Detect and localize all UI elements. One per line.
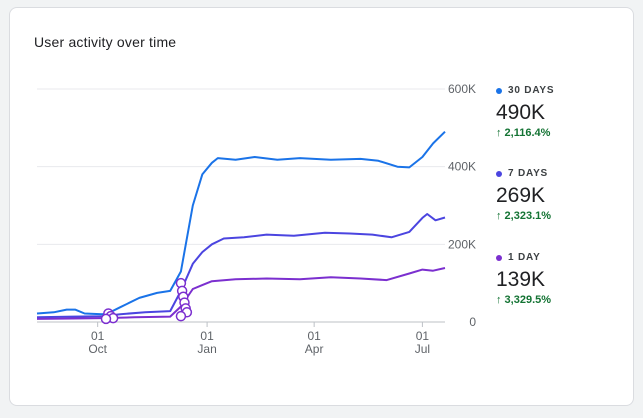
- legend-7-days-label: 7 DAYS: [508, 168, 549, 179]
- x-tick-day-3: 01: [416, 329, 430, 343]
- legend-1-day-label: 1 DAY: [508, 252, 541, 263]
- legend-30-days[interactable]: 30 DAYS 490K ↑ 2,116.4%: [496, 85, 554, 139]
- legend-7-days-dot: [496, 170, 502, 177]
- y-tick-label-2: 400K: [448, 160, 476, 174]
- legend-7-days-header: 7 DAYS: [496, 168, 551, 179]
- annotation-marker-10: [175, 310, 187, 322]
- x-tick-day-1: 01: [200, 329, 214, 343]
- legend-7-days-value: 269K: [496, 184, 546, 207]
- legend-1-day-value: 139K: [496, 268, 546, 291]
- legend-1-day-dot: [496, 254, 502, 261]
- legend-30-days-change: ↑ 2,116.4%: [496, 127, 551, 139]
- chart-grid: [37, 88, 445, 323]
- legend-7-days[interactable]: 7 DAYS 269K ↑ 2,323.1%: [496, 168, 551, 222]
- y-tick-label-1: 200K: [448, 237, 476, 251]
- x-tick-day-0: 01: [91, 329, 105, 343]
- series-line-0: [36, 130, 446, 316]
- legend-30-days-value: 490K: [496, 101, 546, 124]
- series-line-2: [36, 267, 446, 320]
- annotation-markers: [100, 277, 193, 325]
- x-tick-month-0: Oct: [88, 342, 107, 356]
- legend-1-day-header: 1 DAY: [496, 252, 551, 263]
- legend-30-days-header: 30 DAYS: [496, 85, 554, 96]
- y-tick-label-0: 0: [469, 315, 476, 329]
- x-tick-day-2: 01: [307, 329, 321, 343]
- card-title: User activity over time: [34, 34, 177, 50]
- y-axis-ticks: 0 200K 400K 600K: [448, 82, 476, 329]
- legend-1-day[interactable]: 1 DAY 139K ↑ 3,329.5%: [496, 252, 551, 306]
- legend-30-days-dot: [496, 87, 502, 94]
- legend-30-days-label: 30 DAYS: [508, 85, 555, 96]
- series-line-1: [36, 213, 446, 319]
- user-activity-card: User activity over time: [9, 7, 634, 406]
- x-tick-month-3: Jul: [415, 342, 430, 356]
- legend-7-days-change: ↑ 2,323.1%: [496, 210, 552, 222]
- series-lines: [36, 130, 446, 320]
- annotation-marker-3: [100, 313, 112, 325]
- x-tick-month-2: Apr: [305, 342, 324, 356]
- legend-1-day-change: ↑ 3,329.5%: [496, 294, 552, 306]
- x-tick-month-1: Jan: [197, 342, 216, 356]
- y-tick-label-3: 600K: [448, 82, 476, 96]
